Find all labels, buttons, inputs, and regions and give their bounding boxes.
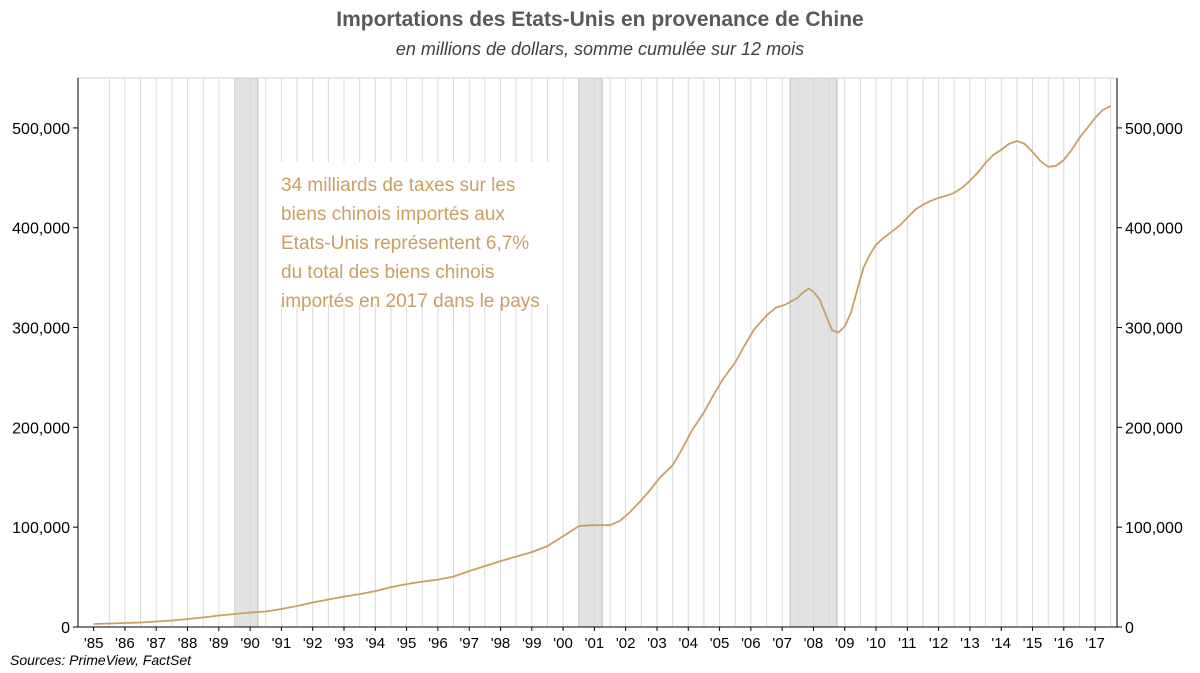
x-tick-label: '97 [459,635,479,652]
x-tick-label: '09 [835,635,855,652]
annotation-line: biens chinois importés aux [281,204,505,225]
x-tick-label: '08 [804,635,824,652]
x-tick-label: '98 [491,635,511,652]
x-tick-label: '06 [741,635,761,652]
y-tick-label-left: 400,000 [12,221,70,238]
x-tick-label: '11 [898,635,916,652]
x-tick-label: '10 [866,635,886,652]
x-tick-label: '99 [522,635,542,652]
y-tick-label-left: 100,000 [12,520,70,537]
x-tick-label: '89 [209,635,229,652]
x-tick-label: '01 [585,635,605,652]
y-tick-label-left: 0 [61,620,70,637]
y-tick-label-right: 500,000 [1125,121,1183,138]
annotation-line: 34 milliards de taxes sur les [281,175,515,196]
x-tick-label: '93 [334,635,354,652]
y-tick-label-left: 300,000 [12,321,70,338]
x-tick-label: '88 [178,635,198,652]
y-tick-label-right: 400,000 [1125,221,1183,238]
x-tick-label: '87 [146,635,166,652]
x-tick-label: '96 [428,635,448,652]
y-tick-label-right: 200,000 [1125,420,1183,437]
y-tick-label-right: 0 [1125,620,1134,637]
annotation-line: Etats-Unis représentent 6,7% [281,233,529,254]
x-tick-label: '94 [366,635,386,652]
x-tick-label: '00 [553,635,573,652]
recession-band-1 [579,78,602,627]
recession-band-0 [234,78,257,627]
recession-bands [234,78,836,627]
x-tick-label: '86 [115,635,135,652]
y-tick-label-left: 200,000 [12,420,70,437]
x-tick-label: '13 [960,635,980,652]
y-tick-label-right: 300,000 [1125,321,1183,338]
x-tick-label: '16 [1054,635,1074,652]
x-tick-label: '03 [647,635,667,652]
x-tick-label: '95 [397,635,417,652]
annotation-line: importés en 2017 dans le pays [281,291,540,312]
x-tick-label: '90 [240,635,260,652]
x-tick-label: '91 [272,635,292,652]
y-tick-label-right: 100,000 [1125,520,1183,537]
x-tick-label: '14 [991,635,1011,652]
annotation: 34 milliards de taxes sur les biens chino… [270,162,560,312]
x-tick-label: '07 [772,635,792,652]
x-tick-label: '17 [1085,635,1105,652]
source-note: Sources: PrimeView, FactSet [10,652,191,668]
x-tick-label: '92 [303,635,323,652]
x-tick-label: '04 [678,635,698,652]
vertical-gridlines [109,78,1110,627]
x-tick-label: '02 [616,635,636,652]
annotation-line: du total des biens chinois [281,262,494,283]
x-tick-label: '85 [84,635,104,652]
x-tick-label: '12 [929,635,949,652]
x-tick-label: '05 [710,635,730,652]
x-tick-label: '15 [1023,635,1043,652]
y-tick-label-left: 500,000 [12,121,70,138]
